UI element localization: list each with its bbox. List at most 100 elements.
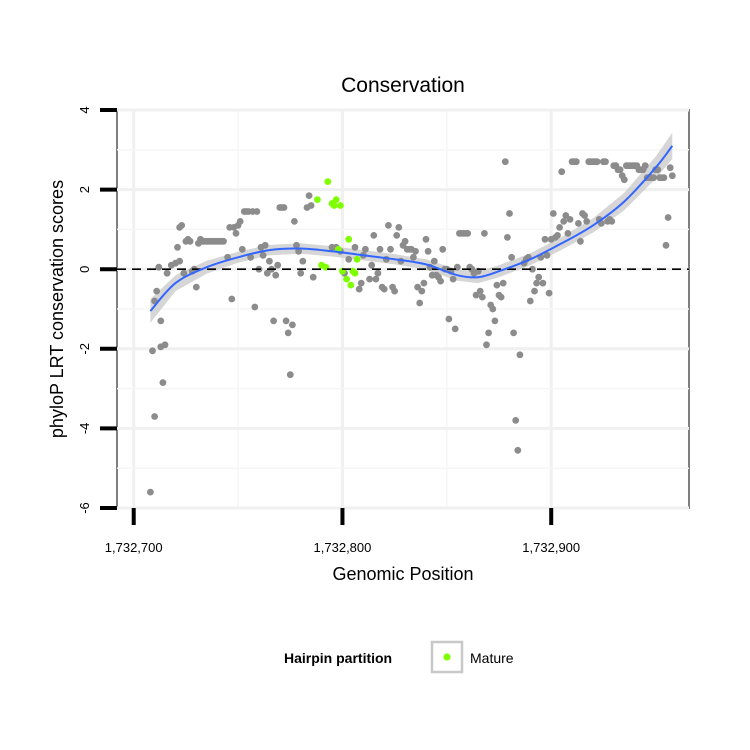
data-point <box>309 273 317 281</box>
data-point <box>650 174 657 182</box>
data-point <box>531 287 538 295</box>
data-point <box>345 255 353 263</box>
data-point <box>451 325 459 333</box>
data-point <box>445 315 453 323</box>
data-point <box>666 164 674 172</box>
data-point <box>280 204 288 211</box>
data-point <box>247 253 255 261</box>
data-point <box>374 269 382 277</box>
data-point <box>516 351 524 359</box>
legend: Hairpin partition Mature <box>284 640 514 674</box>
data-point <box>385 222 392 229</box>
data-point <box>566 216 574 223</box>
data-point <box>393 232 401 239</box>
data-point <box>251 303 259 311</box>
data-point <box>372 275 380 283</box>
data-point <box>577 237 584 245</box>
data-point <box>491 317 499 325</box>
data-point <box>483 341 490 349</box>
data-point <box>410 253 417 261</box>
data-point <box>526 297 534 305</box>
plot-panel <box>116 108 690 510</box>
mature-data-point <box>347 281 355 289</box>
mature-data-point <box>351 269 359 277</box>
data-point <box>512 417 520 424</box>
data-point <box>664 214 672 221</box>
data-point <box>493 281 501 289</box>
x-tick-label: 1,732,700 <box>105 540 163 555</box>
y-tick-label: -4 <box>77 423 92 435</box>
data-point <box>366 275 373 283</box>
data-point <box>424 247 432 255</box>
data-point <box>510 329 517 337</box>
data-point <box>282 317 290 325</box>
data-point <box>266 257 273 265</box>
data-point <box>395 224 403 231</box>
legend-mature-marker <box>443 653 451 661</box>
data-point <box>295 247 302 255</box>
data-point <box>575 220 582 227</box>
y-axis: -6 -4 -2 0 2 4 <box>77 106 117 514</box>
data-point <box>362 245 369 253</box>
data-point <box>151 413 159 420</box>
data-point <box>272 271 280 279</box>
data-point <box>572 158 580 166</box>
data-point <box>668 172 676 180</box>
data-point <box>543 251 551 259</box>
data-point <box>478 293 486 301</box>
data-point <box>616 166 624 174</box>
data-point <box>289 321 296 329</box>
data-point <box>549 210 557 217</box>
data-point <box>387 245 394 253</box>
data-point <box>422 235 430 243</box>
data-point <box>149 347 156 355</box>
data-point <box>504 234 511 241</box>
data-point <box>499 279 507 287</box>
data-point <box>489 305 497 313</box>
data-point <box>485 329 492 337</box>
mature-data-point <box>324 178 332 186</box>
data-point <box>437 277 444 285</box>
y-tick-label: -6 <box>77 502 92 514</box>
y-tick-label: 4 <box>77 106 92 113</box>
data-point <box>420 279 428 287</box>
data-point <box>305 192 313 200</box>
data-point <box>180 269 188 277</box>
mature-data-point <box>353 255 361 263</box>
mature-data-point <box>314 196 321 204</box>
data-point <box>416 299 424 307</box>
data-point <box>412 247 419 255</box>
x-tick-label: 1,732,800 <box>314 540 372 555</box>
data-point <box>497 293 505 301</box>
y-tick-label: -2 <box>77 343 92 355</box>
data-point <box>270 317 277 325</box>
data-point <box>418 287 426 295</box>
mature-data-point <box>337 202 344 209</box>
mature-points-layer <box>314 178 361 289</box>
data-point <box>554 232 561 239</box>
data-point <box>430 257 438 265</box>
data-point <box>299 257 307 265</box>
data-point <box>186 237 194 245</box>
data-point <box>274 261 282 269</box>
legend-label-mature: Mature <box>470 650 514 666</box>
data-point <box>236 218 244 225</box>
data-point <box>560 218 568 225</box>
data-point <box>556 224 563 231</box>
data-point <box>501 158 509 166</box>
mature-data-point <box>345 235 353 243</box>
data-point <box>291 218 298 225</box>
x-tick-label: 1,732,900 <box>522 540 580 555</box>
data-point <box>660 174 668 182</box>
data-point <box>545 289 553 297</box>
data-point <box>581 212 588 219</box>
data-point <box>238 245 246 253</box>
other-points-layer <box>147 158 676 496</box>
data-point <box>159 379 167 386</box>
data-point <box>155 263 163 271</box>
legend-key-box <box>430 640 464 674</box>
data-point <box>593 158 601 166</box>
data-point <box>163 269 171 277</box>
data-point <box>286 371 294 379</box>
